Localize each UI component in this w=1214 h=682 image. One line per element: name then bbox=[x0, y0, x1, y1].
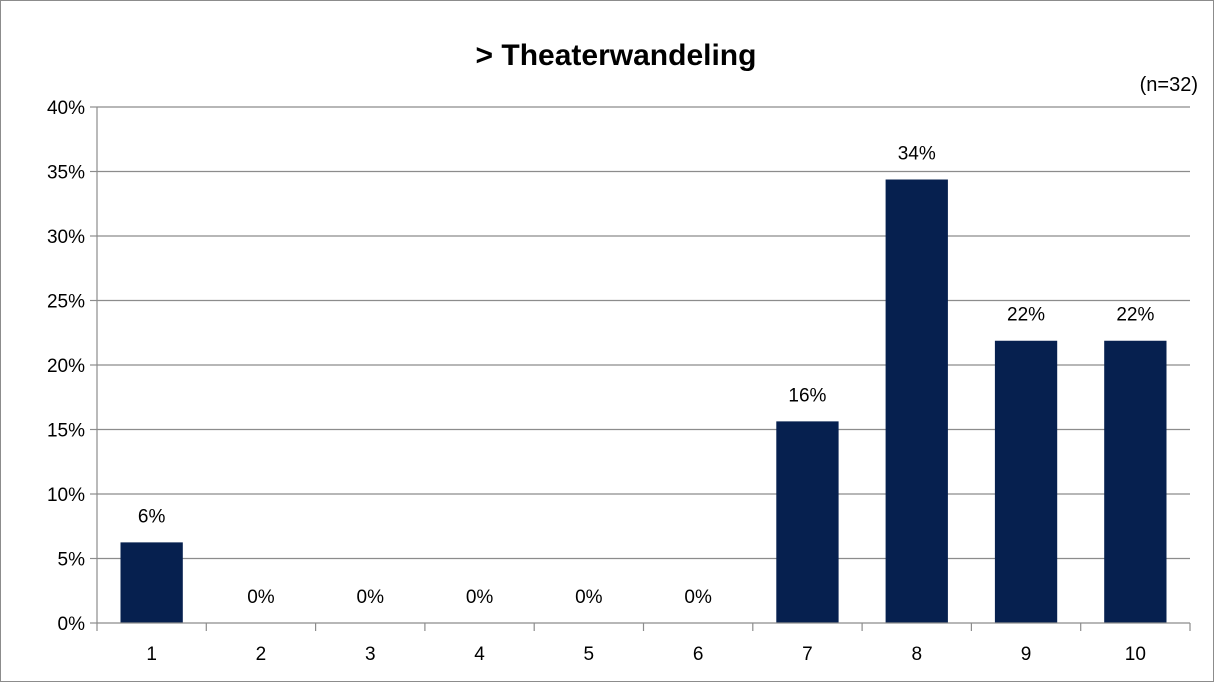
y-tick-label: 20% bbox=[47, 356, 85, 377]
y-tick-label: 10% bbox=[47, 485, 85, 506]
x-tick-label: 10 bbox=[1125, 644, 1146, 665]
y-tick-label: 0% bbox=[58, 614, 86, 635]
y-tick-label: 5% bbox=[58, 550, 86, 571]
data-label: 6% bbox=[138, 506, 166, 527]
data-label: 16% bbox=[788, 385, 826, 406]
x-tick-label: 8 bbox=[911, 644, 922, 665]
data-label: 22% bbox=[1007, 305, 1045, 326]
bars bbox=[120, 179, 1167, 624]
x-tick-label: 7 bbox=[802, 644, 813, 665]
data-label: 0% bbox=[466, 587, 494, 608]
data-label: 0% bbox=[247, 587, 275, 608]
x-tick-label: 2 bbox=[256, 644, 267, 665]
bar bbox=[994, 340, 1058, 623]
x-tick-label: 9 bbox=[1021, 644, 1032, 665]
x-tick-label: 5 bbox=[584, 644, 595, 665]
y-tick-label: 35% bbox=[47, 163, 85, 184]
data-label: 0% bbox=[357, 587, 385, 608]
x-tick-label: 4 bbox=[474, 644, 485, 665]
axes: 0% 5% 10% 15% 20% 25% 30% 35% 40% 1 2 3 4 5 6 7 8 9 10 bbox=[47, 98, 1191, 665]
sample-size-note: (n=32) bbox=[1140, 74, 1198, 96]
data-label: 34% bbox=[898, 143, 936, 164]
x-tick-label: 3 bbox=[365, 644, 376, 665]
chart-title: > Theaterwandeling bbox=[476, 39, 757, 72]
y-tick-label: 15% bbox=[47, 421, 85, 442]
data-labels: 6% 0% 0% 0% 0% 0% 16% 34% 22% 22% bbox=[138, 143, 1155, 608]
bar bbox=[1104, 340, 1167, 623]
bar bbox=[120, 542, 183, 623]
data-label: 0% bbox=[684, 587, 712, 608]
bar bbox=[885, 179, 948, 624]
bar bbox=[776, 421, 839, 623]
x-tick-label: 6 bbox=[693, 644, 704, 665]
y-tick-label: 30% bbox=[47, 227, 85, 248]
data-label: 22% bbox=[1116, 305, 1154, 326]
y-tick-label: 25% bbox=[47, 292, 85, 313]
x-tick-label: 1 bbox=[146, 644, 157, 665]
y-tick-label: 40% bbox=[47, 98, 85, 119]
data-label: 0% bbox=[575, 587, 603, 608]
